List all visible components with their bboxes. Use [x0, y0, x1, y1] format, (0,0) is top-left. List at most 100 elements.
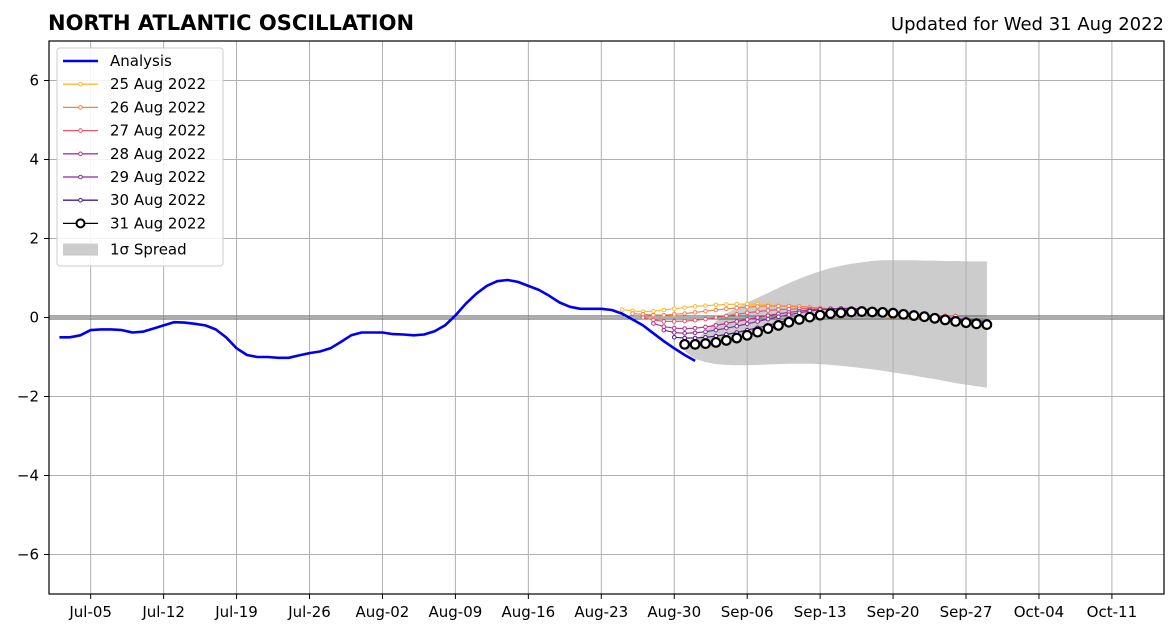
forecast-point	[703, 316, 708, 322]
forecast-point	[845, 306, 857, 318]
forecast-point	[671, 306, 677, 312]
forecast-point	[682, 331, 687, 336]
x-tick-label: Aug-30	[647, 603, 701, 621]
forecast-point	[793, 314, 805, 325]
legend-label: Analysis	[110, 52, 172, 70]
forecast-point	[713, 307, 719, 313]
forecast-point	[929, 312, 941, 324]
y-tick-label: −6	[17, 546, 39, 564]
forecast-point	[950, 316, 961, 327]
forecast-point	[734, 323, 740, 329]
legend-marker	[78, 174, 83, 180]
forecast-point	[744, 321, 750, 327]
legend-marker	[78, 128, 83, 133]
forecast-point	[713, 302, 719, 308]
forecast-point	[710, 336, 722, 348]
forecast-point	[755, 309, 760, 314]
forecast-point	[724, 313, 729, 319]
analysis-line	[59, 278, 696, 363]
spread-band	[684, 260, 987, 388]
forecast-point	[651, 308, 656, 314]
legend-label: 29 Aug 2022	[110, 168, 206, 186]
forecast-point	[734, 312, 740, 317]
forecast-point	[744, 304, 750, 310]
chart-title: NORTH ATLANTIC OSCILLATION	[48, 11, 414, 35]
forecast-point	[796, 310, 802, 316]
forecast-point	[724, 325, 729, 331]
legend-label: 30 Aug 2022	[110, 191, 206, 209]
forecast-point	[804, 311, 816, 323]
forecast-point	[765, 308, 771, 313]
y-tick-label: −2	[17, 388, 39, 406]
forecast-point	[682, 305, 687, 310]
legend-label: 28 Aug 2022	[110, 145, 206, 163]
axes-layer: Jul-05 Jul-12 Jul-19 Jul-26 Aug-02 Aug-09 Aug-…	[17, 40, 1165, 621]
legend-label: 26 Aug 2022	[110, 98, 206, 116]
legend-box	[56, 47, 224, 267]
forecast-point	[703, 329, 708, 335]
forecast-point	[971, 318, 982, 330]
forecast-point	[960, 317, 972, 329]
x-tick-label: Jul-12	[141, 603, 185, 621]
forecast-point	[692, 317, 698, 323]
forecast-point	[661, 307, 667, 313]
x-tick-label: Jul-19	[214, 603, 258, 621]
forecast-point	[981, 319, 993, 331]
forecast-point	[671, 312, 677, 317]
forecast-point	[724, 321, 729, 326]
forecast-point	[713, 323, 719, 328]
x-tick-label: Jul-05	[68, 603, 112, 621]
forecast-point	[671, 334, 677, 340]
forecast-point	[630, 311, 635, 316]
legend-marker	[75, 218, 86, 229]
forecast-point	[741, 329, 753, 341]
forecast-point	[776, 314, 781, 320]
forecast-point	[734, 305, 740, 311]
forecast-point	[731, 332, 743, 344]
forecast-point	[755, 319, 760, 324]
forecast-point	[692, 330, 698, 336]
forecast-point	[773, 320, 784, 331]
forecast-point	[679, 338, 691, 350]
forecast-point	[619, 307, 625, 312]
legend-marker	[78, 105, 83, 110]
forecast-point	[703, 303, 708, 308]
legend-label: 1σ Spread	[110, 241, 187, 259]
forecast-point	[661, 312, 667, 318]
forecast-point	[918, 311, 930, 323]
forecast-point	[671, 330, 677, 335]
y-tick-label: 2	[29, 230, 39, 248]
forecast-point	[825, 308, 836, 319]
y-tick-label: −4	[17, 467, 39, 485]
forecast-point	[724, 306, 729, 312]
forecast-point	[744, 310, 750, 316]
forecast-point	[755, 304, 760, 309]
forecast-point	[783, 316, 795, 328]
forecast-point	[692, 310, 698, 315]
forecast-point	[713, 315, 719, 320]
forecast-point	[703, 324, 708, 330]
forecast-point	[682, 318, 687, 324]
forecast-point	[856, 306, 868, 317]
legend-marker	[78, 151, 83, 157]
forecast-point	[651, 321, 656, 326]
forecast-point	[651, 312, 656, 318]
forecast-point	[939, 314, 951, 326]
forecast-point	[689, 338, 701, 350]
forecast-point	[877, 306, 889, 318]
forecast-point	[898, 308, 909, 320]
forecast-point	[661, 327, 667, 333]
x-tick-label: Aug-02	[356, 603, 410, 621]
forecast-point	[762, 323, 774, 334]
x-tick-label: Oct-04	[1014, 603, 1064, 621]
forecast-point	[640, 315, 646, 320]
forecast-point	[765, 316, 771, 322]
forecast-point	[671, 325, 677, 331]
forecast-point	[908, 310, 920, 321]
x-tick-label: Aug-23	[574, 603, 628, 621]
forecast-point	[755, 315, 760, 320]
forecast-point	[682, 326, 687, 331]
forecast-point	[814, 309, 826, 321]
forecast-point	[661, 319, 667, 324]
legend-swatch	[63, 243, 98, 256]
